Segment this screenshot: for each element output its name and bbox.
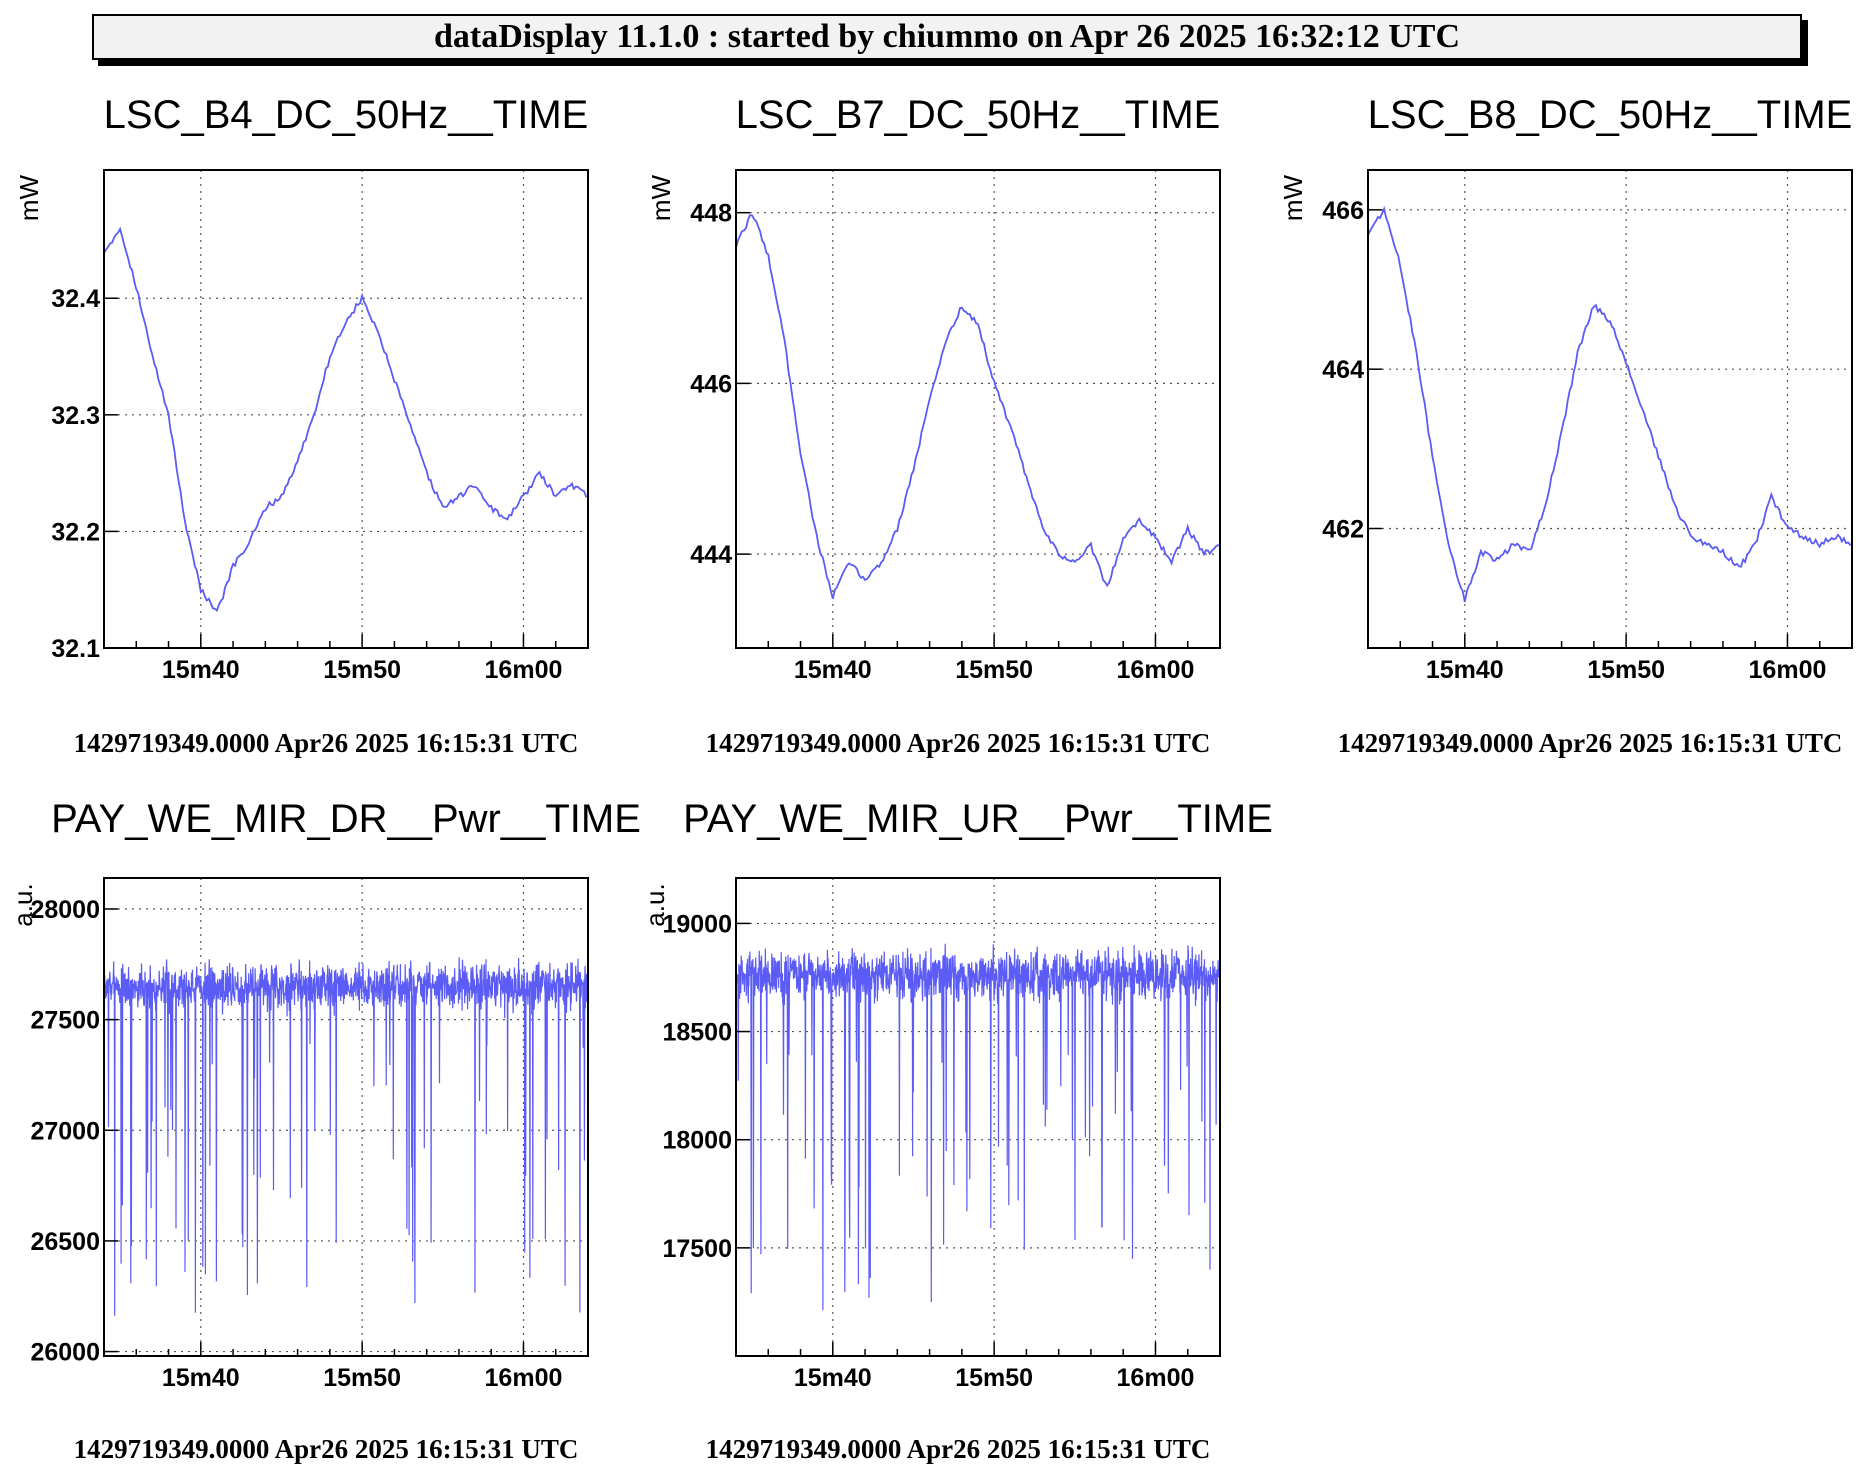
window-banner: dataDisplay 11.1.0 : started by chiummo …	[92, 14, 1802, 60]
chart-title: LSC_B7_DC_50Hz__TIME	[736, 93, 1221, 137]
chart-footer-timestamp: 1429719349.0000 Apr26 2025 16:15:31 UTC	[74, 1434, 579, 1464]
x-tick-label: 15m50	[955, 1364, 1033, 1392]
x-tick-label: 15m50	[1587, 656, 1665, 684]
x-tick-label: 16m00	[1117, 656, 1195, 684]
y-unit-label: a.u.	[640, 883, 670, 926]
chart-panel-1: LSC_B4_DC_50Hz__TIME mW 15m40 15m50 16m00 32.…	[14, 93, 589, 758]
y-tick-label: 466	[1322, 197, 1364, 225]
x-tick-label: 15m40	[162, 656, 240, 684]
plot-frame	[103, 169, 589, 649]
chart-title: PAY_WE_MIR_DR__Pwr__TIME	[51, 797, 641, 841]
y-tick-label: 27000	[30, 1117, 100, 1145]
chart-title: LSC_B4_DC_50Hz__TIME	[104, 93, 589, 137]
series-line	[103, 226, 589, 613]
y-tick-label: 462	[1322, 516, 1364, 544]
y-unit-label: mW	[1278, 174, 1308, 221]
chart-panel-5: PAY_WE_MIR_UR__Pwr__TIME a.u. 15m40 15m50 16…	[640, 797, 1273, 1464]
y-unit-label: mW	[646, 174, 676, 221]
y-tick-label: 444	[690, 541, 732, 569]
x-tick-label: 15m40	[162, 1364, 240, 1392]
chart-footer-timestamp: 1429719349.0000 Apr26 2025 16:15:31 UTC	[74, 728, 579, 758]
x-tick-label: 16m00	[1117, 1364, 1195, 1392]
y-tick-label: 26500	[30, 1228, 100, 1256]
y-tick-label: 26000	[30, 1339, 100, 1367]
chart-title: LSC_B8_DC_50Hz__TIME	[1368, 93, 1853, 137]
series-line	[735, 214, 1221, 600]
y-tick-label: 27500	[30, 1007, 100, 1035]
y-tick-label: 18000	[662, 1127, 732, 1155]
x-tick-label: 15m40	[794, 656, 872, 684]
y-tick-label: 32.2	[51, 518, 100, 546]
y-unit-label: mW	[14, 174, 44, 221]
y-unit-label: a.u.	[8, 883, 38, 926]
plot-frame	[103, 877, 589, 1357]
y-tick-label: 19000	[662, 910, 732, 938]
series-line	[103, 957, 589, 1316]
plot-frame	[735, 169, 1221, 649]
chart-panel-4: PAY_WE_MIR_DR__Pwr__TIME a.u. 15m40 15m50 16…	[8, 797, 641, 1464]
chart-title: PAY_WE_MIR_UR__Pwr__TIME	[683, 797, 1273, 841]
y-tick-label: 32.3	[51, 402, 100, 430]
y-tick-label: 17500	[662, 1235, 732, 1263]
y-tick-label: 464	[1322, 356, 1364, 384]
y-tick-label: 32.1	[51, 635, 100, 663]
x-tick-label: 15m50	[323, 1364, 401, 1392]
chart-panel-2: LSC_B7_DC_50Hz__TIME mW 15m40 15m50 16m00 444…	[646, 93, 1221, 758]
x-tick-label: 15m50	[955, 656, 1033, 684]
y-tick-label: 446	[690, 370, 732, 398]
series-line	[1367, 205, 1853, 603]
x-tick-label: 15m40	[794, 1364, 872, 1392]
x-tick-label: 16m00	[485, 1364, 563, 1392]
y-tick-label: 32.4	[51, 285, 100, 313]
chart-footer-timestamp: 1429719349.0000 Apr26 2025 16:15:31 UTC	[1338, 728, 1843, 758]
x-tick-label: 16m00	[1749, 656, 1827, 684]
series-line	[735, 943, 1221, 1311]
x-tick-label: 15m50	[323, 656, 401, 684]
y-tick-label: 448	[690, 200, 732, 228]
x-tick-label: 16m00	[485, 656, 563, 684]
x-tick-label: 15m40	[1426, 656, 1504, 684]
chart-footer-timestamp: 1429719349.0000 Apr26 2025 16:15:31 UTC	[706, 1434, 1211, 1464]
chart-footer-timestamp: 1429719349.0000 Apr26 2025 16:15:31 UTC	[706, 728, 1211, 758]
plot-frame	[735, 877, 1221, 1357]
chart-panel-3: LSC_B8_DC_50Hz__TIME mW 15m40 15m50 16m00 462…	[1278, 93, 1853, 758]
plot-frame	[1367, 169, 1853, 649]
y-tick-label: 28000	[30, 896, 100, 924]
y-tick-label: 18500	[662, 1019, 732, 1047]
